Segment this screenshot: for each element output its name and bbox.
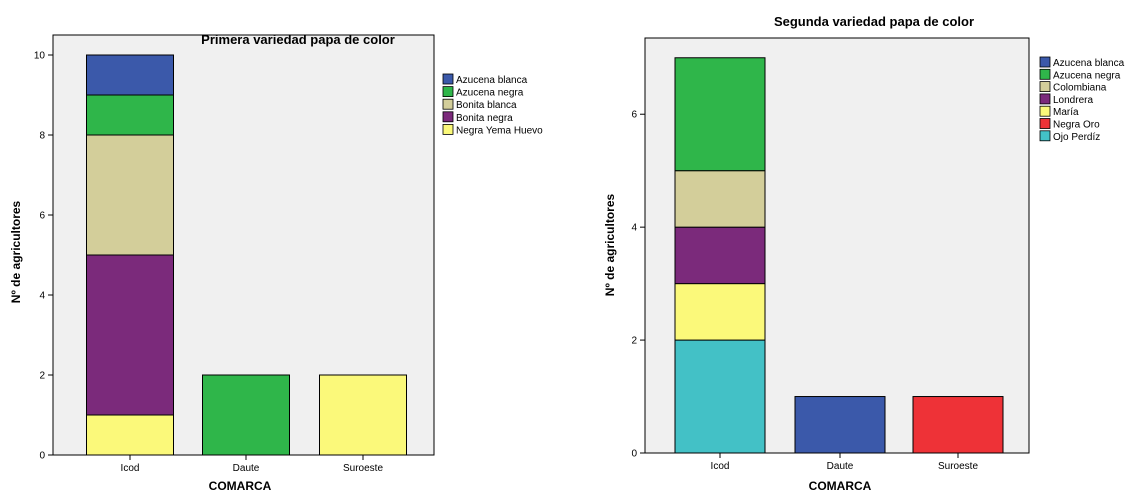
x-tick-label: Icod [121, 463, 140, 474]
legend-label: Ojo Perdíz [1053, 132, 1100, 143]
x-tick-label: Icod [711, 461, 730, 472]
y-tick-label: 4 [39, 291, 45, 302]
x-axis-title: COMARCA [209, 479, 272, 493]
bar-segment [86, 254, 174, 416]
bar-segment [674, 226, 766, 285]
chart-1: Primera variedad papa de color 0 2 4 6 8 10 Ico… [9, 32, 543, 493]
y-tick-label: 10 [34, 51, 46, 62]
legend-label: Negra Oro [1053, 120, 1100, 131]
legend-swatch [1039, 118, 1051, 129]
legend-swatch [1039, 81, 1051, 92]
bar-segment [86, 134, 174, 256]
y-tick-label: 8 [39, 131, 45, 142]
x-tick-label: Suroeste [938, 461, 978, 472]
chart-title: Primera variedad papa de color [201, 32, 395, 47]
chart-title: Segunda variedad papa de color [774, 14, 974, 29]
x-tick-label: Daute [233, 463, 260, 474]
y-axis-title: Nº de agricultores [603, 193, 617, 296]
bar-segment [86, 94, 174, 136]
legend-label: Azucena blanca [456, 75, 528, 86]
y-tick-label: 4 [631, 223, 637, 234]
legend-swatch [1039, 93, 1051, 105]
bar-segment [674, 57, 766, 172]
legend-swatch [442, 86, 454, 97]
x-tick-label: Suroeste [343, 463, 383, 474]
legend-swatch [442, 98, 454, 110]
legend-label: Bonita blanca [456, 100, 517, 111]
legend-swatch [1039, 68, 1051, 80]
legend-label: Colombiana [1053, 83, 1107, 94]
legend-label: Londrera [1053, 95, 1093, 106]
y-axis-title: Nº de agricultores [9, 200, 23, 303]
y-tick-label: 0 [631, 449, 637, 460]
y-tick-label: 2 [39, 371, 45, 382]
legend-label: Negra Yema Huevo [456, 125, 543, 136]
y-tick-label: 6 [631, 110, 637, 121]
legend-label: Azucena negra [456, 88, 524, 99]
chart-2: Segunda variedad papa de color 0 2 4 6 Icod Da… [603, 14, 1125, 493]
legend-swatch [442, 124, 454, 135]
y-tick-label: 0 [39, 451, 45, 462]
y-tick-label: 2 [631, 336, 637, 347]
legend-swatch [1039, 105, 1051, 117]
y-tick-label: 6 [39, 211, 45, 222]
legend-swatch [442, 73, 454, 85]
legend-swatch [1039, 130, 1051, 142]
legend-label: María [1053, 107, 1079, 118]
legend-swatch [442, 111, 454, 123]
x-tick-label: Daute [827, 461, 854, 472]
bar-segment [674, 283, 766, 341]
legend-label: Azucena negra [1053, 70, 1121, 81]
bar-segment [86, 54, 174, 96]
legend-label: Bonita negra [456, 113, 513, 124]
bar-segment [319, 374, 407, 456]
x-axis-title: COMARCA [809, 479, 872, 493]
bar-segment [912, 396, 1004, 454]
bar-segment [674, 170, 766, 228]
bar-segment [86, 414, 174, 456]
legend-label: Azucena blanca [1053, 58, 1125, 69]
bar-segment [202, 374, 290, 456]
bar-segment [674, 339, 766, 454]
legend-swatch [1039, 56, 1051, 68]
bar-segment [794, 396, 886, 454]
